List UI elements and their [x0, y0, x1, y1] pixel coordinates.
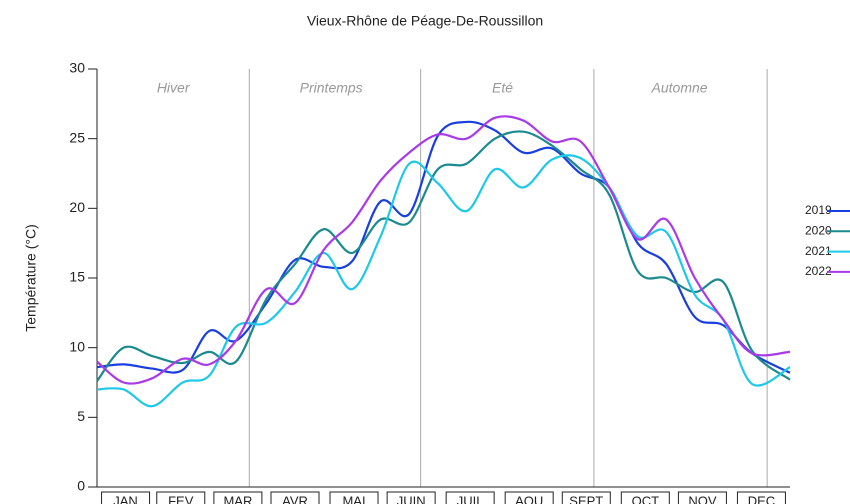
y-tick-label: 25 — [69, 129, 85, 145]
x-tick-label: JUIL — [457, 493, 484, 504]
season-label: Automne — [651, 80, 708, 96]
legend-label: 2020 — [805, 223, 832, 237]
month-box — [445, 491, 495, 504]
month-box — [736, 491, 786, 504]
x-tick-label: AOU — [515, 493, 543, 504]
y-tick-label: 30 — [69, 60, 85, 76]
series-line — [96, 120, 791, 374]
month-box — [504, 491, 554, 504]
month-box — [677, 491, 727, 504]
y-tick-label: 0 — [77, 478, 85, 494]
month-box — [620, 491, 670, 504]
month-box — [156, 491, 206, 504]
series-line — [96, 154, 791, 408]
legend-label: 2021 — [805, 244, 832, 258]
month-box — [386, 491, 436, 504]
x-tick-label: FEV — [168, 493, 194, 504]
y-axis-label: Température (°C) — [23, 224, 39, 332]
y-tick-label: 5 — [77, 408, 85, 424]
month-box — [270, 491, 320, 504]
y-tick-label: 10 — [69, 338, 85, 354]
series-line — [96, 130, 791, 382]
month-box — [101, 491, 151, 504]
x-tick-label: JAN — [113, 493, 138, 504]
month-box — [561, 491, 611, 504]
x-tick-label: SEPT — [569, 493, 603, 504]
season-label: Hiver — [157, 80, 191, 96]
legend-label: 2022 — [805, 264, 832, 278]
x-tick-label: AVR — [282, 493, 308, 504]
season-label: Printemps — [300, 80, 363, 96]
month-box — [213, 491, 263, 504]
season-label: Eté — [492, 80, 513, 96]
y-tick-label: 20 — [69, 199, 85, 215]
chart-title: Vieux-Rhône de Péage-De-Roussillon — [307, 13, 543, 29]
x-tick-label: MAI — [342, 493, 365, 504]
x-tick-label: OCT — [632, 493, 660, 504]
x-tick-label: DEC — [748, 493, 775, 504]
x-tick-label: MAR — [223, 493, 252, 504]
series-line — [96, 115, 791, 385]
x-tick-label: JUIN — [397, 493, 426, 504]
y-tick-label: 15 — [69, 269, 85, 285]
legend-label: 2019 — [805, 203, 832, 217]
x-tick-label: NOV — [688, 493, 717, 504]
month-box — [329, 491, 379, 504]
